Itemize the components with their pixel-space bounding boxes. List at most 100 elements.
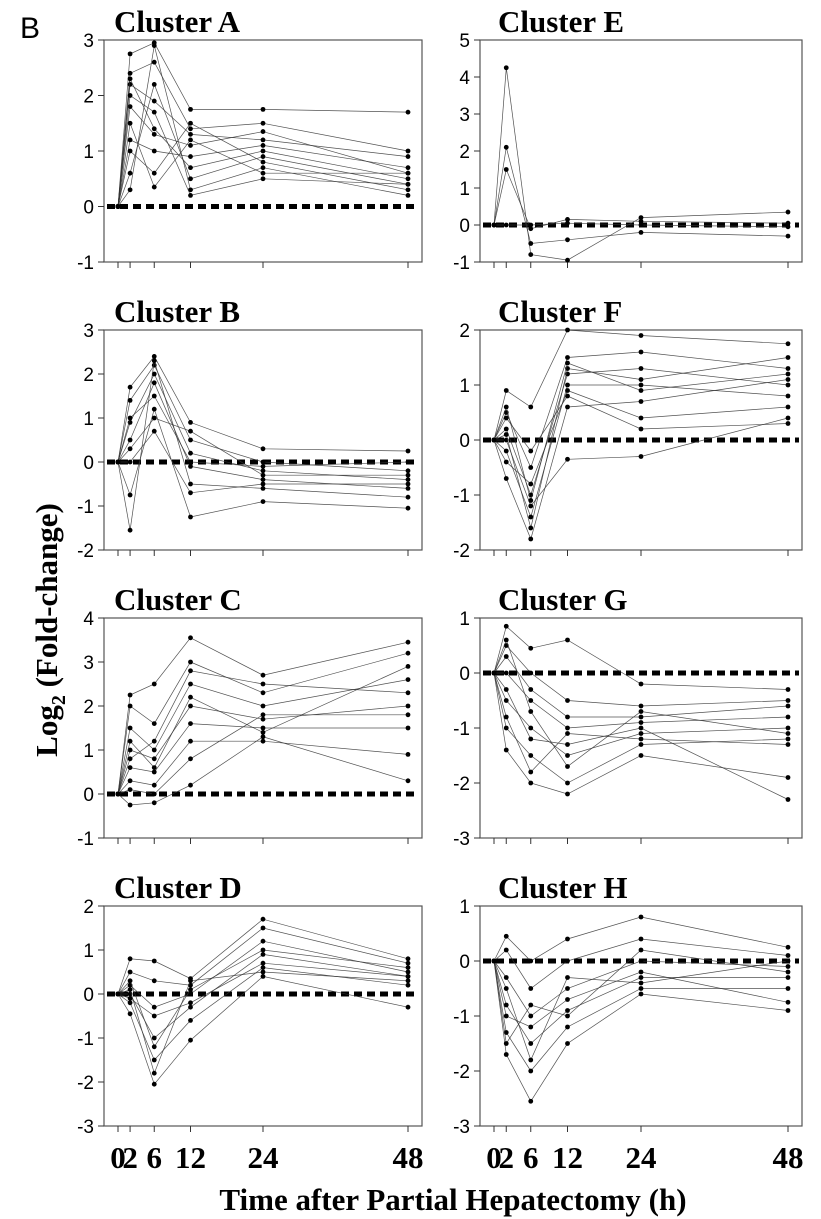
data-point xyxy=(638,415,644,421)
data-point xyxy=(528,226,534,232)
data-point xyxy=(188,120,193,126)
data-point xyxy=(638,454,644,459)
data-point xyxy=(188,154,193,159)
data-point xyxy=(260,672,266,678)
data-point xyxy=(188,987,193,992)
data-point xyxy=(260,960,266,966)
data-point xyxy=(188,1018,193,1023)
y-tick-label: 0 xyxy=(83,785,94,806)
data-point xyxy=(638,947,644,953)
data-point xyxy=(260,965,266,970)
series-line xyxy=(493,916,789,962)
data-point xyxy=(405,193,411,198)
data-point xyxy=(188,143,193,148)
data-point xyxy=(151,59,157,65)
series-line xyxy=(117,723,408,795)
data-point xyxy=(785,382,791,388)
data-point xyxy=(260,446,266,452)
data-point xyxy=(503,222,509,228)
y-tick-label: 4 xyxy=(83,609,94,630)
series-line xyxy=(493,672,789,773)
data-point xyxy=(188,193,193,198)
data-point xyxy=(503,459,509,465)
data-point xyxy=(260,916,266,922)
data-point xyxy=(127,148,133,154)
data-point xyxy=(260,734,266,740)
plot-frame xyxy=(479,39,803,263)
data-point xyxy=(188,703,193,709)
data-point xyxy=(638,709,644,714)
data-point xyxy=(528,986,534,991)
data-point xyxy=(528,725,534,731)
data-point xyxy=(127,1000,133,1006)
data-point xyxy=(188,1004,193,1010)
y-tick-label: -1 xyxy=(453,486,470,507)
data-point xyxy=(188,1000,193,1006)
series-line xyxy=(117,740,409,795)
chart-panel-5: Cluster C -1 0 1 2 3 4 xyxy=(77,582,423,850)
data-point xyxy=(565,237,570,243)
data-point xyxy=(405,154,411,159)
data-point xyxy=(528,769,534,775)
data-point xyxy=(565,791,570,797)
data-point xyxy=(127,459,133,465)
data-point xyxy=(528,241,534,246)
y-tick-label: -2 xyxy=(453,774,470,795)
data-point xyxy=(260,165,266,171)
data-point xyxy=(528,687,534,692)
y-tick-label: -1 xyxy=(453,719,470,740)
data-point xyxy=(405,969,411,975)
series-line xyxy=(493,638,789,768)
chart-panel-6: Cluster G -3 -2 -1 0 1 xyxy=(453,582,803,850)
data-point xyxy=(188,459,193,465)
data-point xyxy=(151,98,157,104)
series-line xyxy=(117,652,409,795)
data-point xyxy=(405,956,411,962)
data-point xyxy=(151,380,157,386)
y-tick-label: -1 xyxy=(77,1029,94,1050)
data-point xyxy=(785,404,791,410)
y-tick-label: -1 xyxy=(453,253,470,274)
data-point xyxy=(528,670,534,676)
data-point xyxy=(127,956,133,962)
data-point xyxy=(260,159,266,165)
data-point xyxy=(785,703,791,709)
data-point xyxy=(528,1068,534,1074)
y-tick-label: 1 xyxy=(83,142,94,163)
data-point xyxy=(565,1041,570,1046)
data-point xyxy=(565,404,570,410)
data-point xyxy=(260,481,266,487)
data-point xyxy=(565,1024,570,1030)
y-axis-title: Log2 (Fold-change) xyxy=(29,503,70,757)
data-point xyxy=(151,428,157,434)
data-point xyxy=(127,738,133,744)
y-tick-label: 2 xyxy=(83,697,94,718)
y-tick-label: 4 xyxy=(459,68,470,89)
data-point xyxy=(638,703,644,709)
series-line xyxy=(493,625,789,690)
series-line xyxy=(117,679,409,795)
data-point xyxy=(528,465,534,470)
series-line xyxy=(117,94,409,207)
data-point xyxy=(785,341,791,347)
data-point xyxy=(785,986,791,991)
data-point xyxy=(127,446,133,452)
data-point xyxy=(405,978,411,984)
data-point xyxy=(405,494,411,500)
data-point xyxy=(188,450,193,456)
data-point xyxy=(785,736,791,742)
data-point xyxy=(151,126,157,132)
data-point xyxy=(127,527,133,533)
data-point xyxy=(405,477,411,482)
data-point xyxy=(151,738,157,744)
data-point xyxy=(188,481,193,487)
series-line xyxy=(117,83,409,207)
series-line xyxy=(493,960,789,1102)
data-point xyxy=(151,354,157,359)
data-point xyxy=(565,637,570,643)
data-point xyxy=(405,982,411,988)
series-line xyxy=(117,360,409,531)
data-point xyxy=(260,459,266,465)
data-point xyxy=(127,969,133,975)
data-point xyxy=(127,802,133,808)
